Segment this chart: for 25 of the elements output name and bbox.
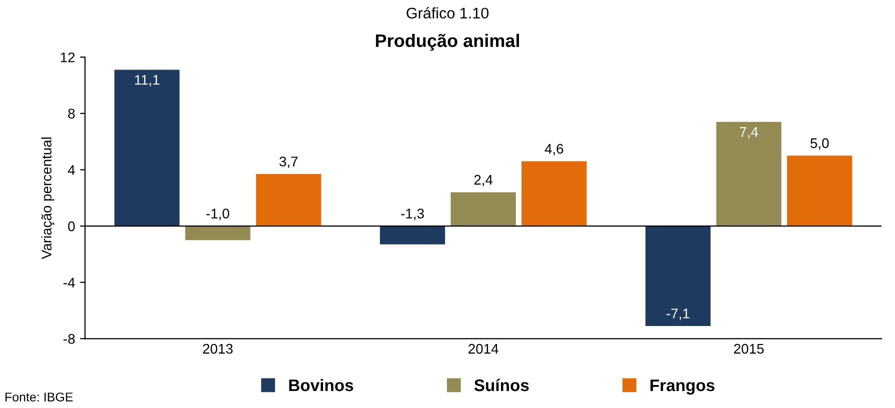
x-tick-label: 2014 xyxy=(468,344,498,354)
legend-label: Frangos xyxy=(650,380,714,395)
legend-label: Bovinos xyxy=(289,378,354,392)
y-tick-label: -4 xyxy=(64,278,75,288)
data-label: 2,4 xyxy=(474,174,493,186)
y-tick-label: 4 xyxy=(68,165,75,175)
x-tick-label: 2015 xyxy=(734,344,764,354)
y-tick-label: 8 xyxy=(68,108,75,119)
y-tick-label: 0 xyxy=(68,221,75,232)
data-label: 11,1 xyxy=(135,75,160,86)
data-label: -1,0 xyxy=(206,208,230,220)
data-label: -1,3 xyxy=(401,208,424,220)
source-note: Fonte: IBGE xyxy=(6,392,73,402)
data-label: -7,1 xyxy=(666,308,690,320)
y-axis-title: Variação percentual xyxy=(41,138,54,260)
data-label: 3,7 xyxy=(279,156,298,168)
x-tick-label: 2013 xyxy=(203,344,233,354)
chart-subtitle: Produção animal xyxy=(376,34,519,51)
chart-title: Gráfico 1.10 xyxy=(406,7,489,19)
y-tick-label: 12 xyxy=(60,52,75,62)
legend-label: Suínos xyxy=(474,378,529,392)
data-label: 7,4 xyxy=(740,127,758,138)
data-label: 4,6 xyxy=(544,144,564,156)
data-label: 5,0 xyxy=(810,138,829,150)
y-tick-label: -8 xyxy=(64,334,75,344)
